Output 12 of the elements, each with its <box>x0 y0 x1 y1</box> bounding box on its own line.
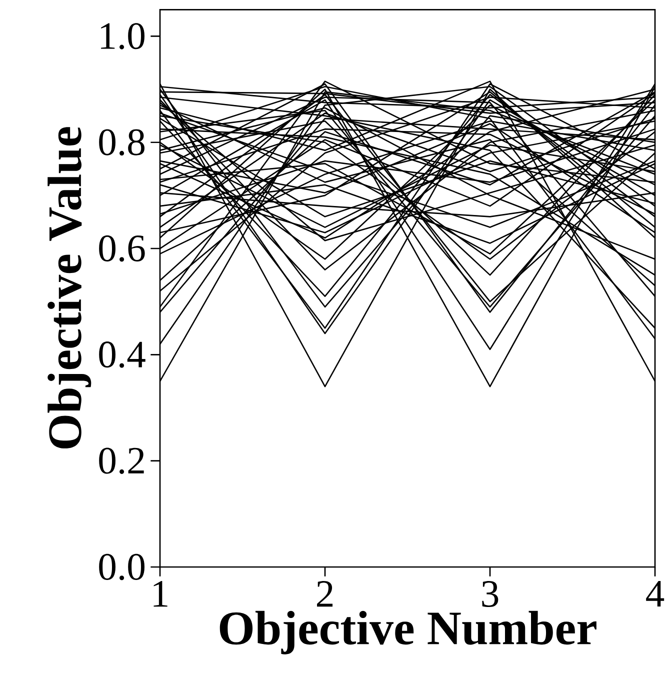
y-tick-label: 0.4 <box>99 342 146 368</box>
x-tick-label: 1 <box>154 581 168 607</box>
y-axis-title: Objective Value <box>48 127 92 448</box>
x-tick-label: 3 <box>482 581 498 608</box>
x-axis-title: Objective Number <box>220 610 596 654</box>
y-tick-label: 0.2 <box>99 448 144 474</box>
y-tick-label: 0.6 <box>99 235 145 262</box>
x-tick-label: 2 <box>317 581 333 607</box>
y-tick-label: 0.0 <box>99 554 144 580</box>
y-tick-label: 0.8 <box>99 129 144 156</box>
y-tick-label: 1.0 <box>101 23 144 50</box>
x-tick-label: 4 <box>646 581 664 606</box>
